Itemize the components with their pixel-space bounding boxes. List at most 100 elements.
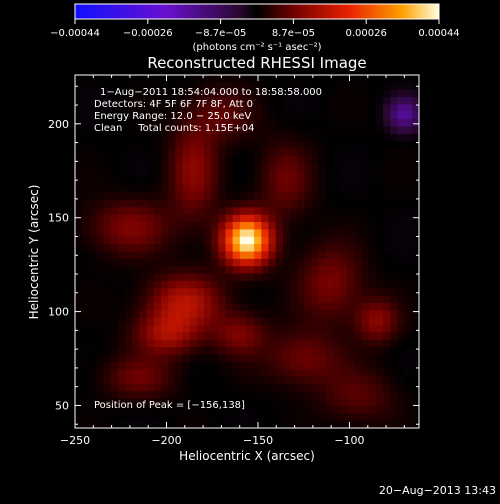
heatmap-cell [232,383,241,392]
heatmap-cell [261,369,270,378]
heatmap-cell [132,141,141,150]
heatmap-cell [110,369,119,378]
heatmap-cell [232,266,241,275]
heatmap-cell [103,207,112,216]
heatmap-cell [268,420,277,428]
heatmap-cell [189,376,198,385]
heatmap-cell [182,104,191,113]
heatmap-cell [118,354,126,363]
heatmap-cell [383,251,391,260]
heatmap-cell [118,222,126,231]
heatmap-cell [196,361,205,370]
heatmap-cell [397,339,406,348]
heatmap-cell [125,295,133,304]
heatmap-cell [75,207,83,216]
heatmap-cell [411,302,419,311]
heatmap-cell [411,413,419,422]
heatmap-cell [204,361,212,370]
heatmap-cell [404,273,413,282]
heatmap-cell [376,229,384,238]
heatmap-cell [132,383,141,392]
heatmap-cell [125,332,133,341]
heatmap-cell [96,82,105,91]
heatmap-cell [325,141,334,150]
heatmap-cell [204,185,212,194]
heatmap-cell [139,310,148,319]
heatmap-cell [189,251,198,260]
heatmap-cell [297,398,305,407]
heatmap-cell [189,126,198,135]
heatmap-cell [340,325,348,333]
heatmap-cell [261,332,270,341]
heatmap-cell [333,185,341,194]
heatmap-cell [368,192,377,201]
heatmap-cell [376,376,384,385]
heatmap-cell [318,89,327,98]
heatmap-cell [175,126,184,135]
heatmap-cell [189,280,198,289]
heatmap-cell [139,273,148,282]
heatmap-cell [139,339,148,348]
heatmap-cell [368,280,377,289]
heatmap-cell [225,244,234,253]
heatmap-cell [182,192,191,201]
heatmap-cell [125,288,133,297]
heatmap-cell [261,251,270,260]
heatmap-cell [268,236,277,245]
heatmap-cell [232,126,241,135]
heatmap-cell [325,266,334,275]
heatmap-cell [168,111,176,120]
heatmap-cell [110,295,119,304]
heatmap-cell [304,148,313,157]
heatmap-cell [103,214,112,223]
heatmap-cell [89,361,98,370]
heatmap-cell [261,141,270,150]
heatmap-cell [383,141,391,150]
heatmap-cell [304,383,313,392]
heatmap-cell [239,133,248,142]
heatmap-cell [275,258,284,267]
heatmap-cell [268,325,277,333]
heatmap-cell [110,266,119,275]
heatmap-cell [404,420,413,428]
heatmap-cell [354,413,363,422]
heatmap-cell [254,376,262,385]
heatmap-cell [125,266,133,275]
heatmap-cell [75,177,83,186]
heatmap-cell [118,251,126,260]
heatmap-cell [368,347,377,356]
heatmap-cell [225,325,234,333]
heatmap-cell [96,119,105,128]
heatmap-cell [204,222,212,231]
heatmap-cell [347,383,356,392]
heatmap-cell [89,148,98,157]
heatmap-cell [125,339,133,348]
heatmap-cell [168,398,176,407]
heatmap-cell [175,310,184,319]
heatmap-cell [247,104,255,113]
heatmap-cell [211,185,219,194]
heatmap-cell [282,361,291,370]
heatmap-cell [168,391,176,400]
heatmap-cell [390,361,399,370]
heatmap-cell [318,413,327,422]
heatmap-cell [354,347,363,356]
heatmap-cell [82,332,90,341]
heatmap-cell [376,280,384,289]
heatmap-cell [89,325,98,333]
heatmap-cell [189,310,198,319]
heatmap-cell [354,295,363,304]
heatmap-cell [125,111,133,120]
heatmap-cell [275,82,284,91]
heatmap-cell [318,251,327,260]
heatmap-cell [282,273,291,282]
heatmap-cell [275,347,284,356]
heatmap-cell [368,148,377,157]
heatmap-cell [318,111,327,120]
heatmap-cell [146,302,155,311]
heatmap-cell [390,192,399,201]
heatmap-cell [318,177,327,186]
heatmap-cell [132,236,141,245]
heatmap-cell [347,273,356,282]
heatmap-cell [282,266,291,275]
